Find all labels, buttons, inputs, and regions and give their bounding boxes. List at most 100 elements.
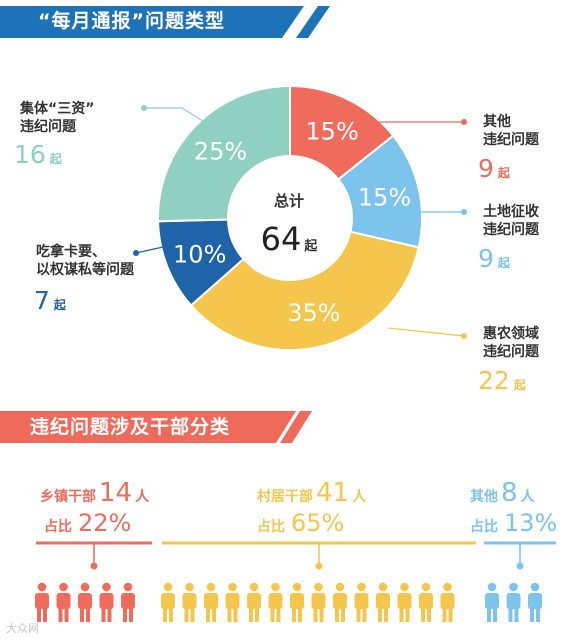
legend-count-bribe-unit: 起 — [53, 298, 66, 312]
person-icon — [161, 582, 175, 622]
person-icon — [397, 582, 412, 622]
group-share-village: 占比 65% — [257, 510, 344, 540]
legend-count-other-unit: 起 — [497, 166, 510, 180]
legend-label-farm-line2: 违纪问题 — [483, 344, 539, 360]
legend-count-farm-unit: 起 — [513, 378, 526, 392]
legend-count-farm: 22 起 — [478, 368, 526, 398]
people-icons — [35, 582, 542, 622]
person-icon — [121, 582, 135, 622]
person-icon — [204, 582, 218, 622]
leader-lines — [133, 105, 467, 339]
header-banner-1-accent — [282, 6, 316, 38]
legend-label-other-line2: 违纪问题 — [483, 132, 539, 148]
group-share-township: 占比 22% — [44, 510, 131, 540]
legend-count-assets-unit: 起 — [49, 152, 62, 166]
legend-count-land-number: 9 — [478, 244, 494, 273]
header-banner-2-accent — [280, 411, 312, 443]
header-banner-1 — [0, 6, 312, 38]
legend-label-other: 其他 违纪问题 — [483, 113, 539, 149]
share-value-village: 65% — [291, 509, 345, 537]
donut-percent-assets: 25% — [194, 137, 247, 165]
leader-dot-land — [461, 209, 467, 215]
group-unit-township: 人 — [135, 489, 150, 505]
group-bracket-dot — [315, 562, 323, 570]
leader-line-farm — [387, 327, 465, 337]
total-value: 64 起 — [236, 220, 342, 258]
pie-chart-title: “每月通报”问题类型 — [38, 10, 225, 32]
group-brackets — [36, 541, 556, 570]
group-label-township: 乡镇干部 14 人 — [40, 480, 149, 510]
group-name-village: 村居干部 — [257, 489, 313, 505]
leader-dot-bribe — [133, 250, 139, 256]
donut-slice-farm — [189, 230, 420, 351]
legend-label-land-line2: 违纪问题 — [483, 222, 539, 238]
watermark: 大众网 — [6, 622, 39, 635]
group-count-township: 14 — [99, 478, 133, 508]
group-bracket-dot — [90, 562, 98, 570]
person-icon — [290, 582, 304, 622]
person-icon — [333, 582, 347, 622]
header-banner-2 — [0, 411, 296, 443]
legend-count-assets-number: 16 — [14, 140, 46, 169]
legend-count-land-unit: 起 — [497, 256, 510, 270]
header-banner-1-accent — [296, 6, 330, 38]
person-icon — [419, 582, 433, 622]
legend-label-land: 土地征收 违纪问题 — [483, 203, 539, 239]
person-icon — [528, 582, 542, 622]
donut-percent-bribe: 10% — [173, 240, 226, 268]
leader-dot-assets — [141, 105, 147, 111]
group-label-other: 其他 8 人 — [470, 480, 535, 510]
person-icon — [247, 582, 261, 622]
leader-line-bribe — [135, 244, 173, 254]
person-icon — [354, 582, 369, 622]
legend-label-assets: 集体“三资” 违纪问题 — [20, 100, 94, 136]
group-name-other: 其他 — [470, 489, 498, 505]
legend-label-farm: 惠农领域 违纪问题 — [483, 325, 539, 361]
group-count-other: 8 — [501, 478, 518, 508]
person-icon — [78, 582, 92, 622]
person-icon — [56, 582, 71, 622]
person-icon — [225, 582, 240, 622]
donut-slice-assets — [157, 84, 291, 223]
person-icon — [506, 582, 521, 622]
total-unit: 起 — [304, 239, 318, 254]
group-name-township: 乡镇干部 — [40, 489, 96, 505]
legend-label-land-line1: 土地征收 — [483, 204, 539, 220]
group-unit-other: 人 — [520, 489, 535, 505]
donut-percent-farm: 35% — [287, 299, 340, 327]
legend-label-assets-line1: 集体“三资” — [20, 101, 95, 117]
share-label-township: 占比 — [44, 519, 72, 535]
leader-line-assets — [144, 107, 215, 129]
total-caption: 总计 — [273, 192, 304, 210]
legend-count-assets: 16 起 — [14, 142, 62, 172]
legend-label-bribe-line1: 吃拿卡要、 — [36, 244, 106, 260]
person-icon — [311, 582, 326, 622]
legend-count-farm-number: 22 — [478, 366, 510, 395]
share-label-village: 占比 — [257, 519, 285, 535]
group-unit-village: 人 — [352, 489, 367, 505]
share-value-other: 13% — [504, 509, 558, 537]
legend-label-other-line1: 其他 — [483, 114, 511, 130]
person-icon — [268, 582, 283, 622]
donut-percent-land: 15% — [358, 183, 411, 211]
donut-percent-other: 15% — [305, 118, 358, 146]
person-icon — [440, 582, 455, 622]
person-icon — [376, 582, 390, 622]
group-bracket-dot — [516, 562, 524, 570]
legend-count-bribe-number: 7 — [34, 286, 50, 315]
legend-label-farm-line1: 惠农领域 — [483, 326, 539, 342]
group-label-village: 村居干部 41 人 — [257, 480, 366, 510]
person-icon — [99, 582, 114, 622]
bar-chart-title: 违纪问题涉及干部分类 — [30, 416, 231, 438]
legend-count-other-number: 9 — [478, 154, 494, 183]
person-icon — [182, 582, 197, 622]
share-value-township: 22% — [78, 509, 132, 537]
leader-dot-other — [461, 119, 467, 125]
total-number: 64 — [260, 220, 302, 258]
donut-chart: 15% 15% 35% 10% 25% — [157, 84, 423, 351]
group-count-village: 41 — [316, 478, 350, 508]
